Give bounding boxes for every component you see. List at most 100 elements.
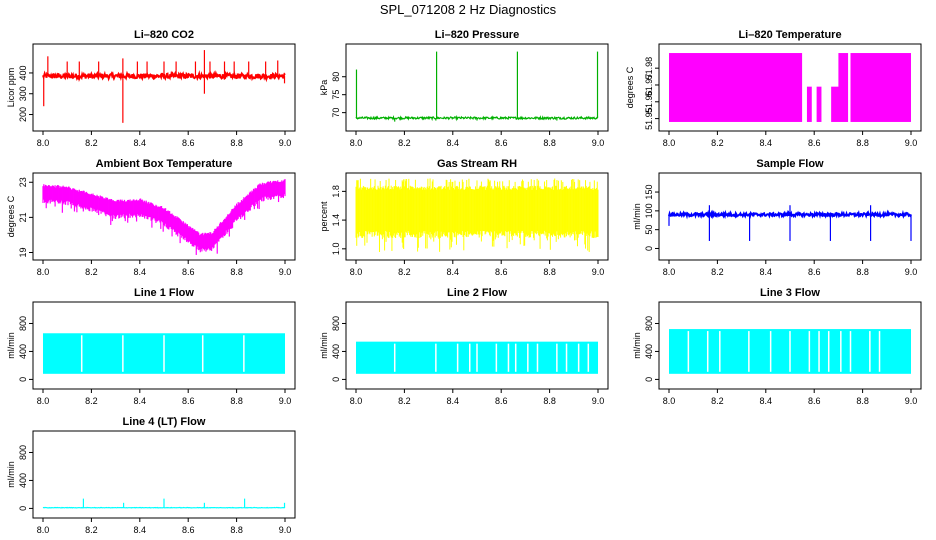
y-tick-label: 19 — [18, 247, 28, 257]
y-axis-label: ml/min — [632, 203, 642, 230]
y-tick-label: 150 — [644, 185, 654, 200]
chart-title: Line 2 Flow — [447, 287, 507, 299]
chart-title: Ambient Box Temperature — [96, 158, 233, 170]
x-axis: 8.0 8.2 8.4 8.6 8.8 9.0 — [663, 389, 918, 406]
y-tick-label: 51.96 — [644, 91, 654, 114]
x-tick-label: 8.4 — [760, 138, 773, 148]
x-tick-label: 8.4 — [447, 267, 460, 277]
y-tick-label: 1.8 — [331, 185, 341, 198]
plot-frame — [32, 301, 296, 390]
plot-frame — [658, 301, 922, 390]
y-axis-label: ml/min — [319, 332, 329, 359]
x-axis: 8.0 8.2 8.4 8.6 8.8 9.0 — [350, 389, 605, 406]
x-tick-label: 8.0 — [663, 267, 676, 277]
x-tick-label: 8.6 — [808, 267, 821, 277]
x-axis: 8.0 8.2 8.4 8.6 8.8 9.0 — [663, 131, 918, 148]
y-axis-label: degrees C — [625, 66, 635, 108]
x-tick-label: 8.8 — [856, 138, 869, 148]
chart-line2: Line 2 Flow 8.0 8.2 8.4 8.6 8.8 9.0 0 400 800ml/m… — [319, 287, 609, 406]
plot-frame — [32, 43, 296, 132]
y-axis: 0 400 800 — [18, 445, 33, 511]
y-tick-label: 80 — [331, 72, 341, 82]
y-tick-label: 21 — [18, 212, 28, 222]
band-gap — [802, 52, 807, 123]
y-axis: 70 75 80 — [331, 72, 346, 118]
y-tick-label: 50 — [644, 225, 654, 235]
y-tick-label: 400 — [331, 344, 341, 359]
x-tick-label: 8.2 — [711, 138, 724, 148]
y-axis-label: kPa — [319, 80, 329, 96]
x-tick-label: 8.0 — [37, 138, 50, 148]
chart-title: Li–820 Temperature — [738, 29, 841, 41]
y-tick-label: 400 — [18, 473, 28, 488]
plot-area — [42, 179, 286, 255]
plot-area — [356, 341, 598, 374]
plot-frame — [32, 172, 296, 261]
plot-area — [669, 329, 911, 374]
x-tick-label: 8.6 — [182, 396, 195, 406]
plot-area — [355, 51, 599, 122]
plot-frame — [345, 172, 609, 261]
x-tick-label: 8.4 — [760, 396, 773, 406]
chart-licor_temp: Li–820 Temperature 8.0 8.2 8.4 8.6 8.8 9.0 51.9… — [625, 29, 922, 148]
series-band — [669, 53, 911, 122]
x-tick-label: 9.0 — [592, 396, 605, 406]
y-tick-label: 0 — [18, 506, 28, 511]
x-tick-label: 8.2 — [398, 396, 411, 406]
x-tick-label: 9.0 — [279, 138, 292, 148]
chart-title: Li–820 CO2 — [134, 29, 194, 41]
x-tick-label: 8.0 — [37, 396, 50, 406]
y-tick-label: 1.0 — [331, 243, 341, 256]
y-tick-label: 75 — [331, 90, 341, 100]
x-tick-label: 9.0 — [905, 138, 918, 148]
x-axis: 8.0 8.2 8.4 8.6 8.8 9.0 — [37, 131, 292, 148]
chart-title: Gas Stream RH — [437, 158, 517, 170]
x-tick-label: 9.0 — [592, 138, 605, 148]
plot-frame — [32, 430, 296, 519]
x-tick-label: 8.8 — [543, 267, 556, 277]
x-tick-label: 8.4 — [447, 396, 460, 406]
y-axis: 19 21 23 — [18, 177, 33, 257]
x-tick-label: 8.4 — [760, 267, 773, 277]
y-axis: 0 400 800 — [644, 316, 659, 382]
x-tick-label: 9.0 — [592, 267, 605, 277]
x-tick-label: 8.6 — [182, 525, 195, 535]
x-tick-label: 8.2 — [85, 396, 98, 406]
plot-area — [42, 498, 286, 509]
plot-frame — [345, 301, 609, 390]
x-tick-label: 8.8 — [230, 525, 243, 535]
y-axis: 1.0 1.4 1.8 — [331, 185, 346, 255]
y-tick-label: 200 — [18, 107, 28, 122]
x-axis: 8.0 8.2 8.4 8.6 8.8 9.0 — [37, 518, 291, 535]
y-tick-label: 51.97 — [644, 74, 654, 97]
x-tick-label: 9.0 — [905, 396, 918, 406]
x-tick-label: 8.0 — [350, 138, 363, 148]
chart-line3: Line 3 Flow 8.0 8.2 8.4 8.6 8.8 9.0 0 400 800ml/m… — [632, 287, 922, 406]
x-tick-label: 8.2 — [85, 525, 98, 535]
y-axis-label: ml/min — [6, 461, 16, 488]
x-tick-label: 8.2 — [398, 138, 411, 148]
x-tick-label: 8.8 — [230, 267, 243, 277]
x-tick-label: 8.0 — [663, 396, 676, 406]
y-tick-label: 800 — [18, 445, 28, 460]
y-tick-label: 51.98 — [644, 57, 654, 80]
y-tick-label: 70 — [331, 108, 341, 118]
x-tick-label: 8.6 — [182, 138, 195, 148]
plot-area — [355, 178, 599, 252]
y-tick-label: 23 — [18, 177, 28, 187]
plot-frame — [658, 43, 922, 132]
x-tick-label: 8.2 — [711, 267, 724, 277]
chart-title: Line 4 (LT) Flow — [123, 416, 206, 428]
x-tick-label: 8.8 — [230, 396, 243, 406]
x-tick-label: 8.8 — [543, 138, 556, 148]
y-tick-label: 800 — [18, 316, 28, 331]
y-tick-label: 400 — [18, 65, 28, 80]
y-axis: 0 400 800 — [331, 316, 346, 382]
plot-area — [668, 205, 912, 241]
x-tick-label: 9.0 — [279, 267, 292, 277]
x-tick-label: 8.2 — [398, 267, 411, 277]
x-tick-label: 8.6 — [808, 396, 821, 406]
y-axis-label: degrees C — [6, 195, 16, 237]
x-axis: 8.0 8.2 8.4 8.6 8.8 9.0 — [350, 131, 605, 148]
